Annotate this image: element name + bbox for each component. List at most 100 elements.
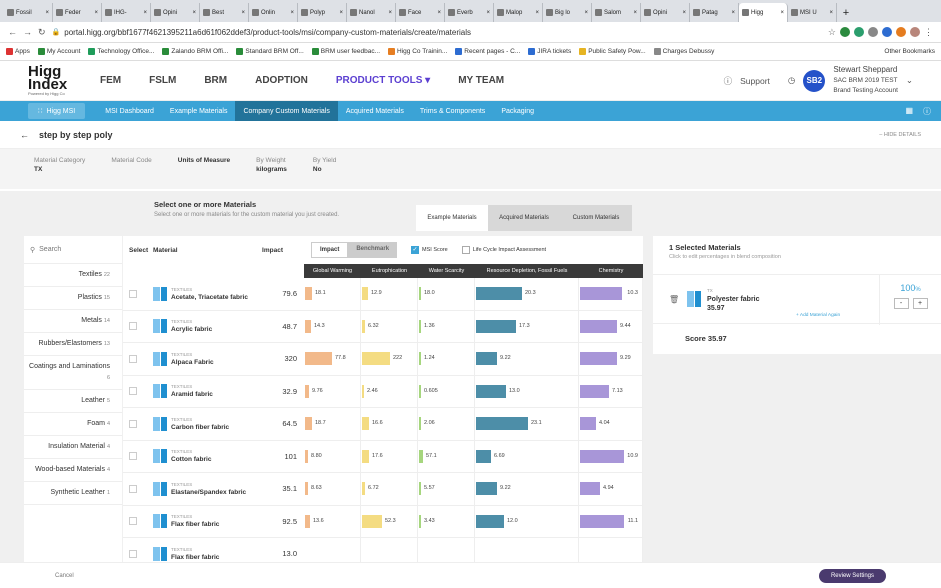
row-checkbox[interactable] [129, 322, 137, 331]
extension-icon[interactable] [868, 27, 878, 37]
browser-tab[interactable]: Best × [200, 3, 249, 22]
percentage-value[interactable]: 100 [900, 283, 916, 293]
close-icon[interactable]: × [682, 9, 686, 16]
close-icon[interactable]: × [192, 9, 196, 16]
close-icon[interactable]: × [241, 9, 245, 16]
row-checkbox[interactable] [129, 517, 137, 526]
close-icon[interactable]: × [437, 9, 441, 16]
browser-tab[interactable]: Face × [396, 3, 445, 22]
bookmark-item[interactable]: Public Safety Pow... [579, 47, 646, 55]
add-material-again-link[interactable]: + Add Material Again [796, 313, 841, 318]
category-item[interactable]: Leather 5 [24, 390, 122, 413]
browser-tab[interactable]: Big lo × [543, 3, 592, 22]
category-item[interactable]: Plastics 15 [24, 287, 122, 310]
user-info[interactable]: Stewart Sheppard SAC BRM 2019 TEST Brand T… [833, 65, 898, 96]
bookmark-item[interactable]: Zalando BRM Offi... [162, 47, 228, 55]
close-icon[interactable]: × [633, 9, 637, 16]
row-checkbox[interactable] [129, 387, 137, 396]
main-nav-item[interactable]: BRM [204, 75, 228, 86]
table-row[interactable]: TEXTILES Carbon fiber fabric 64.5 18.7 16.6 2… [123, 408, 643, 441]
category-item[interactable]: Textiles 22 [24, 264, 122, 287]
avatar[interactable]: SB2 [803, 69, 826, 92]
sub-nav-item[interactable]: Acquired Materials [345, 107, 404, 115]
url-field[interactable]: 🔒 portal.higg.org/bbf1677f4621395211a6d61… [52, 28, 822, 37]
close-icon[interactable]: × [829, 9, 833, 16]
table-row[interactable]: TEXTILES Acetate, Triacetate fabric 79.6 18… [123, 278, 643, 311]
row-checkbox[interactable] [129, 452, 137, 461]
browser-tab[interactable]: Feder × [53, 3, 102, 22]
close-icon[interactable]: × [535, 9, 539, 16]
profile-icon[interactable] [910, 27, 920, 37]
close-icon[interactable]: × [486, 9, 490, 16]
table-row[interactable]: TEXTILES Flax fiber fabric 13.0 [123, 538, 643, 562]
sub-nav-item[interactable]: Trims & Components [419, 107, 486, 115]
browser-tab[interactable]: Higg × [739, 3, 788, 22]
new-tab-button[interactable]: + [842, 6, 850, 19]
msi-score-checkbox[interactable]: ✓ MSI Score [411, 246, 448, 254]
close-icon[interactable]: × [388, 9, 392, 16]
main-nav-item[interactable]: FEM [100, 75, 122, 86]
row-checkbox[interactable] [129, 419, 137, 428]
sub-nav-item[interactable]: Packaging [501, 107, 535, 115]
higg-logo[interactable]: Higg Index Powered by Higg Co [28, 64, 92, 97]
close-icon[interactable]: × [143, 9, 147, 16]
benchmark-toggle[interactable]: Benchmark [348, 242, 398, 258]
browser-tab[interactable]: Everb × [445, 3, 494, 22]
category-item[interactable]: Wood-based Materials 4 [24, 459, 122, 482]
close-icon[interactable]: × [45, 9, 49, 16]
category-item[interactable]: Rubbers/Elastomers 13 [24, 333, 122, 356]
increment-button[interactable]: + [912, 298, 928, 309]
main-nav-item[interactable]: PRODUCT TOOLS ▾ [335, 75, 431, 86]
category-item[interactable]: Metals 14 [24, 310, 122, 333]
sub-nav-item[interactable]: Company Custom Materials [235, 101, 338, 121]
selected-material-row[interactable]: 🗑 TX Polyester fabric 35.97 + Add Material… [653, 274, 941, 325]
close-icon[interactable]: × [94, 9, 98, 16]
row-checkbox[interactable] [129, 549, 137, 558]
bookmark-item[interactable]: Standard BRM Off... [236, 47, 304, 55]
browser-tab[interactable]: Salom × [592, 3, 641, 22]
close-icon[interactable]: × [731, 9, 735, 16]
close-icon[interactable]: × [339, 9, 343, 16]
browser-tab[interactable]: Opini × [641, 3, 690, 22]
category-item[interactable]: Insulation Material 4 [24, 436, 122, 459]
export-icon[interactable]: ▦ [905, 105, 913, 115]
category-item[interactable]: Coatings and Laminations 6 [24, 356, 122, 390]
table-row[interactable]: TEXTILES Alpaca Fabric 320 77.8 222 1.24 9.22 9… [123, 343, 643, 376]
hide-details-button[interactable]: – HIDE DETAILS [879, 131, 921, 138]
review-settings-button[interactable]: Review Settings [818, 568, 886, 583]
close-icon[interactable]: × [290, 9, 294, 16]
back-nav-icon[interactable]: ← [8, 27, 17, 37]
other-bookmarks[interactable]: Other Bookmarks [884, 48, 935, 55]
help-icon[interactable]: ⓘ [723, 75, 733, 86]
browser-tab[interactable]: Nanol × [347, 3, 396, 22]
trash-icon[interactable]: 🗑 [669, 294, 680, 304]
main-nav-item[interactable]: MY TEAM [458, 75, 505, 86]
support-link[interactable]: Support [740, 75, 770, 86]
help-circle-icon[interactable]: ⓘ [923, 106, 931, 116]
table-row[interactable]: TEXTILES Aramid fabric 32.9 9.76 2.46 0.605 13… [123, 375, 643, 408]
bookmark-item[interactable]: Recent pages - C... [455, 47, 520, 55]
bookmark-item[interactable]: Technology Office... [88, 47, 154, 55]
material-tab[interactable]: Acquired Materials [488, 205, 560, 231]
main-nav-item[interactable]: ADOPTION [255, 75, 308, 86]
category-item[interactable]: Synthetic Leather 1 [24, 482, 122, 505]
browser-tab[interactable]: Fossil × [4, 3, 53, 22]
extension-icon[interactable] [854, 27, 864, 37]
menu-icon[interactable]: ⋮ [924, 26, 933, 37]
sub-nav-item[interactable]: Example Materials [169, 107, 228, 115]
bookmark-item[interactable]: JIRA tickets [528, 47, 571, 55]
bookmark-item[interactable]: BRM user feedbac... [311, 47, 380, 55]
browser-tab[interactable]: Polyp × [298, 3, 347, 22]
table-row[interactable]: TEXTILES Flax fiber fabric 92.5 13.6 52.3 3.4… [123, 505, 643, 538]
search-input[interactable]: ⚲ Search [24, 236, 122, 264]
table-row[interactable]: TEXTILES Elastane/Spandex fabric 35.1 8.63 6… [123, 473, 643, 506]
row-checkbox[interactable] [129, 289, 137, 298]
impact-toggle[interactable]: Impact [311, 242, 349, 258]
extension-icon[interactable] [882, 27, 892, 37]
bookmark-item[interactable]: Apps [6, 47, 30, 55]
bookmark-item[interactable]: Charges Debussy [653, 47, 714, 55]
decrement-button[interactable]: - [893, 298, 909, 309]
clock-icon[interactable]: ◷ [787, 75, 796, 85]
table-row[interactable]: TEXTILES Acrylic fabric 48.7 14.3 6.32 1.36 17… [123, 310, 643, 343]
sub-nav-item[interactable]: MSI Dashboard [105, 107, 154, 115]
